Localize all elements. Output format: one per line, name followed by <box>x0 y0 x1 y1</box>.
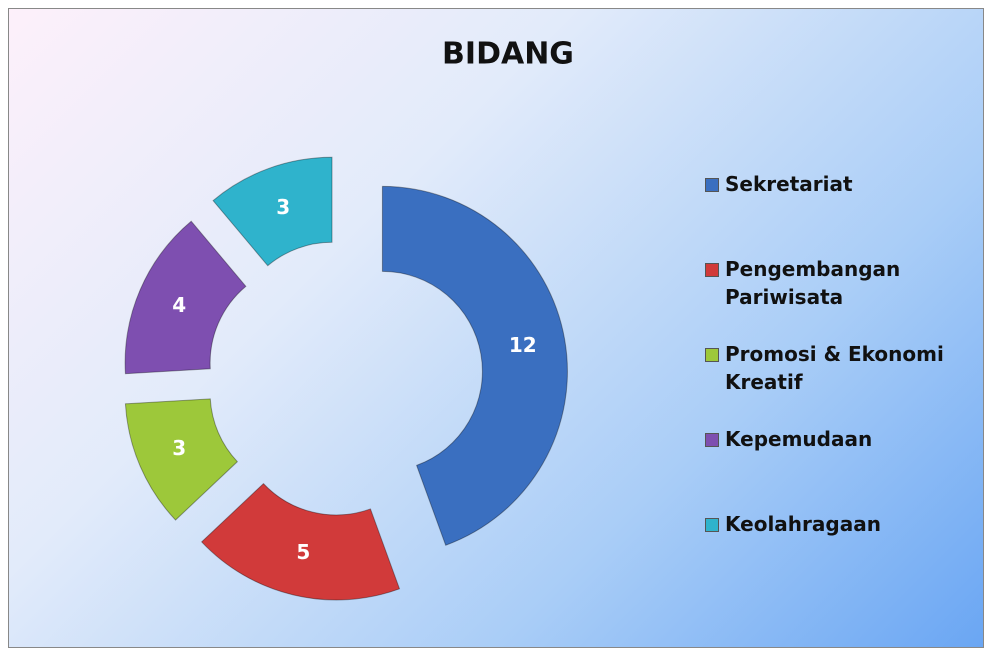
data-label: 3 <box>172 436 186 460</box>
legend-item: Sekretariat <box>705 170 965 198</box>
data-label: 3 <box>276 195 290 219</box>
legend-item: Promosi & Ekonomi Kreatif <box>705 340 965 396</box>
legend-swatch <box>705 518 719 532</box>
doughnut-segment <box>200 482 401 601</box>
legend-label: Pengembangan Pariwisata <box>725 257 901 309</box>
data-label: 12 <box>509 333 537 357</box>
legend-label: Kepemudaan <box>725 427 873 451</box>
doughnut-segment <box>212 156 333 267</box>
legend-item: Keolahragaan <box>705 510 965 538</box>
legend-swatch <box>705 348 719 362</box>
data-label: 5 <box>296 540 310 564</box>
doughnut-segment <box>124 220 247 375</box>
legend-swatch <box>705 433 719 447</box>
legend-label: Keolahragaan <box>725 512 881 536</box>
legend-label: Sekretariat <box>725 172 853 196</box>
chart-title: BIDANG <box>442 37 574 72</box>
doughnut-segment <box>381 185 568 546</box>
legend-label: Promosi & Ekonomi Kreatif <box>725 342 944 394</box>
legend-swatch <box>705 263 719 277</box>
data-label: 4 <box>172 293 186 317</box>
legend-item: Pengembangan Pariwisata <box>705 255 965 311</box>
legend-item: Kepemudaan <box>705 425 965 453</box>
doughnut-segment <box>124 398 239 521</box>
legend-swatch <box>705 178 719 192</box>
